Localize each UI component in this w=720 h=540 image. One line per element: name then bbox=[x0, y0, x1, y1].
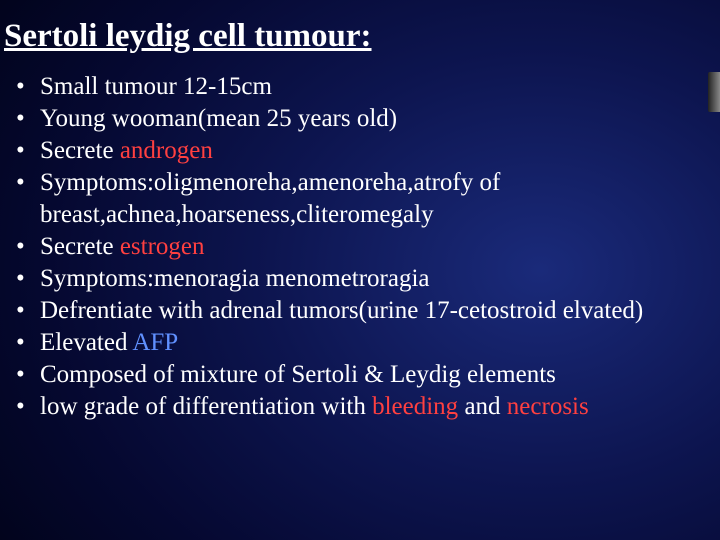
bullet-marker: • bbox=[12, 263, 40, 295]
bullet-item: •low grade of differentiation with bleed… bbox=[12, 391, 708, 423]
bullet-text: Symptoms:menoragia menometroragia bbox=[40, 263, 708, 295]
text-segment: Secrete bbox=[40, 233, 120, 260]
text-segment: Defrentiate with adrenal tumors(urine 17… bbox=[40, 297, 643, 324]
bullet-text: Young wooman(mean 25 years old) bbox=[40, 103, 708, 135]
bullet-marker: • bbox=[12, 135, 40, 167]
text-segment: Composed of mixture of Sertoli & Leydig … bbox=[40, 361, 556, 388]
bullet-marker: • bbox=[12, 295, 40, 327]
bullet-item: •Elevated AFP bbox=[12, 327, 708, 359]
text-segment: Secrete bbox=[40, 137, 120, 164]
bullet-item: •Symptoms:menoragia menometroragia bbox=[12, 263, 708, 295]
bullet-marker: • bbox=[12, 103, 40, 135]
bullet-item: •Symptoms:oligmenoreha,amenoreha,atrofy … bbox=[12, 167, 708, 231]
highlighted-term: necrosis bbox=[507, 393, 589, 420]
bullet-text: Secrete estrogen bbox=[40, 231, 708, 263]
text-segment: Elevated bbox=[40, 329, 132, 356]
slide-edge-decoration bbox=[708, 72, 720, 112]
bullet-text: Defrentiate with adrenal tumors(urine 17… bbox=[40, 295, 708, 327]
bullet-marker: • bbox=[12, 391, 40, 423]
bullet-text: low grade of differentiation with bleedi… bbox=[40, 391, 708, 423]
text-segment: Symptoms:oligmenoreha,amenoreha,atrofy o… bbox=[40, 169, 500, 228]
bullet-marker: • bbox=[12, 71, 40, 103]
bullet-marker: • bbox=[12, 359, 40, 391]
bullet-item: •Young wooman(mean 25 years old) bbox=[12, 103, 708, 135]
bullet-marker: • bbox=[12, 327, 40, 359]
highlighted-term: androgen bbox=[120, 137, 213, 164]
bullet-item: •Composed of mixture of Sertoli & Leydig… bbox=[12, 359, 708, 391]
highlighted-term: bleeding bbox=[372, 393, 458, 420]
bullet-marker: • bbox=[12, 231, 40, 263]
text-segment: low grade of differentiation with bbox=[40, 393, 372, 420]
highlighted-term: AFP bbox=[132, 329, 178, 356]
text-segment: Young wooman(mean 25 years old) bbox=[40, 105, 397, 132]
highlighted-term: estrogen bbox=[120, 233, 205, 260]
bullet-marker: • bbox=[12, 167, 40, 199]
bullet-item: •Secrete androgen bbox=[12, 135, 708, 167]
bullet-list: •Small tumour 12-15cm•Young wooman(mean … bbox=[12, 71, 708, 423]
text-segment: and bbox=[458, 393, 507, 420]
slide-title: Sertoli leydig cell tumour: bbox=[4, 18, 708, 55]
bullet-text: Elevated AFP bbox=[40, 327, 708, 359]
bullet-item: •Small tumour 12-15cm bbox=[12, 71, 708, 103]
text-segment: Symptoms:menoragia menometroragia bbox=[40, 265, 430, 292]
bullet-text: Small tumour 12-15cm bbox=[40, 71, 708, 103]
bullet-text: Secrete androgen bbox=[40, 135, 708, 167]
text-segment: Small tumour 12-15cm bbox=[40, 73, 272, 100]
bullet-item: •Defrentiate with adrenal tumors(urine 1… bbox=[12, 295, 708, 327]
bullet-item: •Secrete estrogen bbox=[12, 231, 708, 263]
bullet-text: Symptoms:oligmenoreha,amenoreha,atrofy o… bbox=[40, 167, 708, 231]
bullet-text: Composed of mixture of Sertoli & Leydig … bbox=[40, 359, 708, 391]
